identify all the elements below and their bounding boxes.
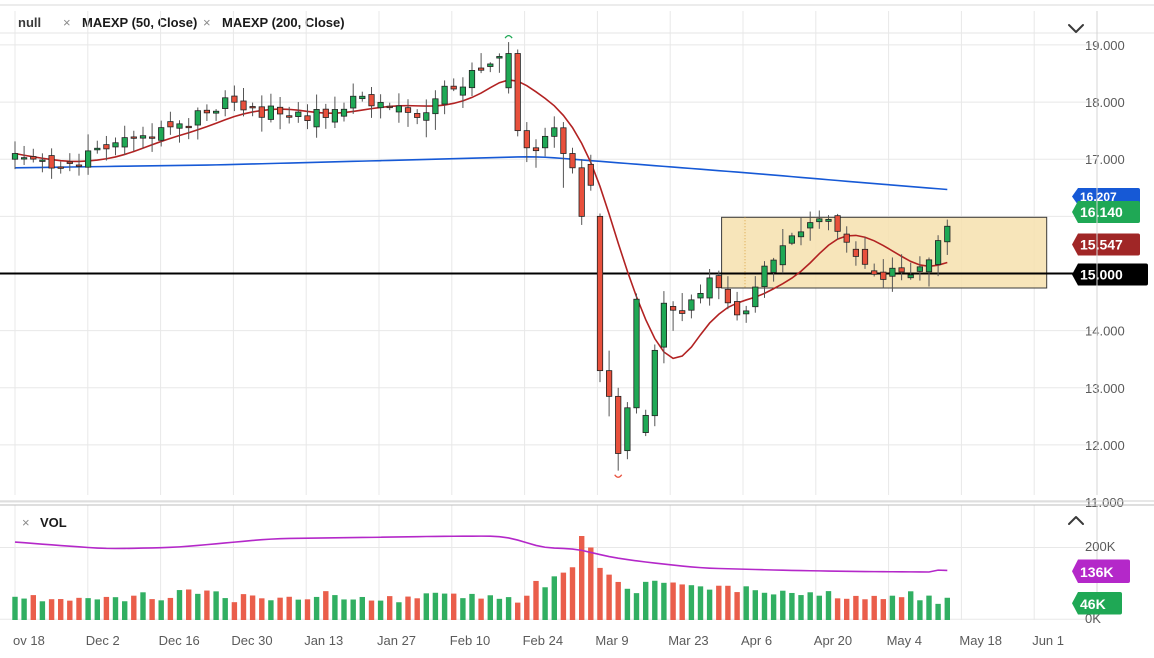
svg-text:Dec 16: Dec 16 [159,633,200,648]
svg-text:Dec 30: Dec 30 [231,633,272,648]
svg-text:Feb 10: Feb 10 [450,633,490,648]
svg-text:15.000: 15.000 [1080,267,1123,283]
svg-text:17.000: 17.000 [1085,152,1125,167]
svg-text:14.000: 14.000 [1085,324,1125,339]
svg-text:Jan 13: Jan 13 [304,633,343,648]
svg-text:MAEXP (200, Close): MAEXP (200, Close) [222,15,345,30]
svg-text:12.000: 12.000 [1085,438,1125,453]
svg-text:ov 18: ov 18 [13,633,45,648]
svg-text:May 18: May 18 [959,633,1002,648]
svg-text:Feb 24: Feb 24 [523,633,563,648]
svg-text:null: null [18,15,41,30]
svg-text:136K: 136K [1080,564,1113,580]
svg-text:MAEXP (50, Close): MAEXP (50, Close) [82,15,197,30]
svg-text:19.000: 19.000 [1085,38,1125,53]
svg-text:11.000: 11.000 [1085,495,1124,510]
svg-text:Apr 6: Apr 6 [741,633,772,648]
svg-text:Mar 23: Mar 23 [668,633,708,648]
svg-text:×: × [203,15,211,30]
svg-text:46K: 46K [1080,596,1106,612]
svg-text:Dec 2: Dec 2 [86,633,120,648]
svg-text:Apr 20: Apr 20 [814,633,852,648]
svg-text:13.000: 13.000 [1085,381,1125,396]
svg-text:May 4: May 4 [887,633,922,648]
svg-text:16.140: 16.140 [1080,204,1123,220]
svg-text:Jun 1: Jun 1 [1032,633,1064,648]
svg-text:Mar 9: Mar 9 [595,633,628,648]
svg-text:18.000: 18.000 [1085,95,1125,110]
svg-text:15.547: 15.547 [1080,237,1123,253]
svg-text:Jan 27: Jan 27 [377,633,416,648]
svg-text:VOL: VOL [40,515,67,530]
svg-text:200K: 200K [1085,539,1116,554]
svg-text:×: × [22,515,30,530]
svg-text:×: × [63,15,71,30]
